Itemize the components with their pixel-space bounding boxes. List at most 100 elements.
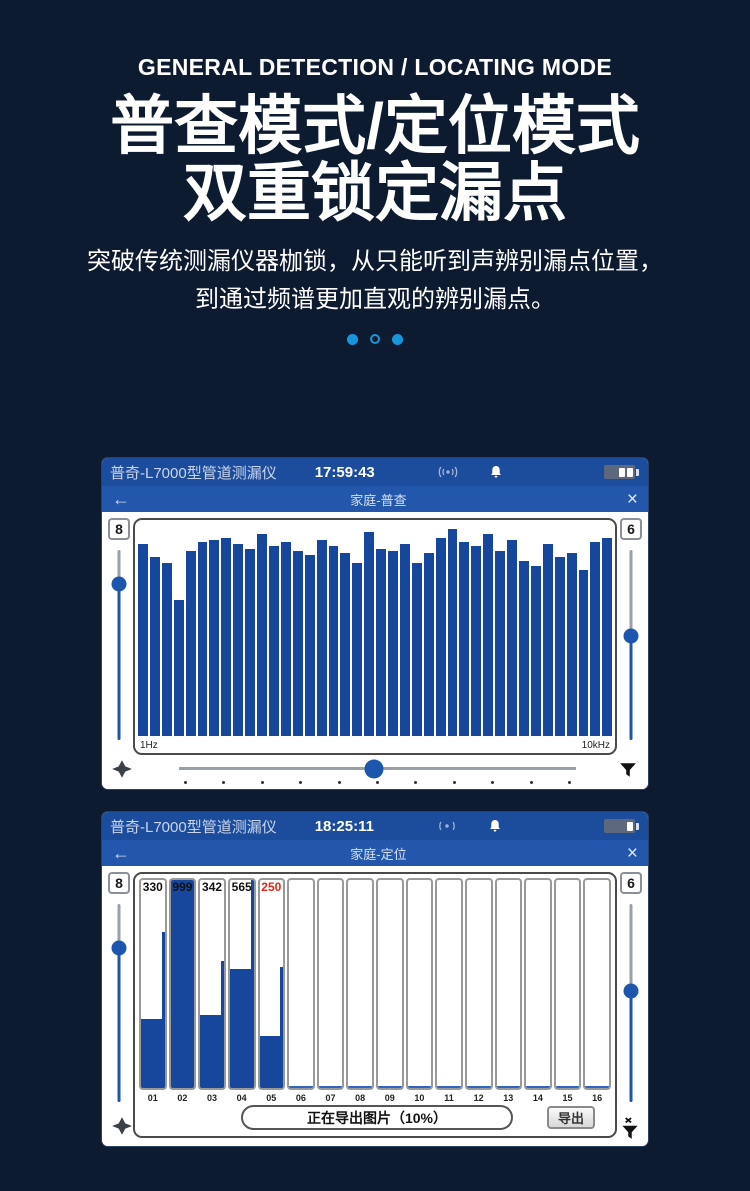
page-title-line1: 普查模式/定位模式 — [110, 90, 640, 162]
clock: 18:25:11 — [314, 817, 374, 835]
spectrum-bar — [316, 540, 327, 736]
band-fill — [170, 880, 195, 1088]
tick-dot — [299, 781, 303, 784]
spectrum-bar — [161, 563, 172, 736]
spectrum-bar — [471, 546, 482, 736]
spectrum-bar — [447, 529, 458, 736]
slider-thumb[interactable] — [111, 576, 127, 592]
right-volume-slider[interactable] — [623, 904, 639, 1102]
band-peak-line — [220, 961, 224, 1088]
slider-fill — [629, 991, 633, 1102]
band-label: 13 — [503, 1093, 514, 1103]
spectrum-bar — [364, 531, 375, 736]
spectrum-bar — [542, 544, 553, 736]
band-column — [494, 878, 523, 1090]
band-baseline — [289, 1086, 313, 1088]
move-icon[interactable] — [111, 758, 133, 780]
right-volume-slider[interactable] — [623, 550, 639, 740]
band-baseline — [407, 1086, 432, 1088]
band-label: 12 — [473, 1093, 484, 1103]
band-baseline — [585, 1086, 609, 1088]
band-column — [435, 878, 463, 1090]
close-icon[interactable]: × — [626, 488, 638, 510]
status-bar: 普奇-L7000型管道测漏仪 18:25:11 — [102, 812, 648, 840]
band-column: 250 — [257, 878, 286, 1090]
back-arrow-icon[interactable]: ← — [112, 843, 130, 863]
spectrum-bar — [292, 550, 303, 736]
spectrum-bar — [257, 533, 267, 736]
slider-thumb[interactable] — [623, 628, 639, 643]
carousel-dot[interactable] — [392, 333, 403, 345]
band-column — [346, 878, 374, 1090]
spectrum-bar — [209, 540, 220, 736]
band-column — [376, 878, 404, 1090]
slider-thumb[interactable] — [623, 983, 639, 999]
spectrum-bar — [590, 542, 601, 736]
spectrum-bar — [435, 537, 446, 736]
bell-icon — [488, 819, 502, 833]
band-label: 15 — [562, 1093, 573, 1103]
battery-segment — [627, 821, 633, 831]
filter-icon[interactable] — [619, 761, 637, 779]
battery-icon — [604, 819, 639, 833]
signal-icon — [436, 820, 458, 832]
band-column — [464, 878, 493, 1090]
spectrum-bar — [280, 542, 291, 736]
carousel-dot[interactable] — [347, 333, 358, 345]
band-baseline — [496, 1086, 521, 1088]
band-column — [524, 878, 552, 1090]
spectrum-bar — [149, 557, 160, 736]
page-title: 普查模式/定位模式 双重锁定漏点 — [0, 90, 750, 227]
slider-thumb[interactable] — [111, 940, 127, 956]
band-fill — [229, 969, 254, 1088]
band-column — [316, 878, 345, 1090]
tick-dot — [491, 781, 495, 784]
slider-thumb[interactable] — [364, 759, 384, 778]
band-label: 09 — [384, 1093, 395, 1103]
carousel-dots — [0, 333, 750, 345]
move-icon[interactable] — [111, 1115, 133, 1137]
band-column — [553, 878, 582, 1090]
carousel-dot[interactable] — [370, 333, 380, 344]
band-label: 02 — [177, 1093, 188, 1103]
right-gain-value: 6 — [620, 518, 642, 540]
frequency-range-slider[interactable] — [179, 759, 576, 778]
spectrum-bar — [233, 544, 244, 736]
back-arrow-icon[interactable]: ← — [112, 489, 130, 509]
spectrum-bar — [602, 537, 613, 736]
spectrum-bar — [185, 550, 196, 736]
band-label: 03 — [207, 1093, 218, 1103]
band-value: 330 — [142, 880, 163, 894]
spectrum-bar — [495, 550, 506, 736]
spectrum-bar — [221, 537, 232, 736]
spectrum-chart: 1Hz 10kHz — [133, 518, 617, 755]
spectrum-bar — [578, 569, 589, 736]
band-label: 04 — [236, 1093, 247, 1103]
device-screenshot-general: 普奇-L7000型管道测漏仪 17:59:43 ← 家庭-普查 × 8 6 — [102, 458, 648, 789]
battery-segment — [619, 467, 625, 477]
nav-title: 家庭-普查 — [350, 492, 407, 508]
export-row: 正在导出图片（10%） 导出 — [135, 1105, 615, 1131]
spectrum-bar — [304, 554, 315, 736]
device-title: 普奇-L7000型管道测漏仪 — [110, 464, 277, 482]
right-gain-value: 6 — [620, 872, 642, 894]
close-icon[interactable]: × — [626, 842, 638, 864]
export-button[interactable]: 导出 — [547, 1106, 595, 1129]
band-column: 342 — [198, 878, 226, 1090]
slider-tick-dots — [184, 781, 571, 784]
status-bar: 普奇-L7000型管道测漏仪 17:59:43 — [102, 458, 648, 486]
spectrum-bar — [138, 544, 148, 736]
band-baseline — [378, 1086, 402, 1088]
band-baseline — [318, 1086, 343, 1088]
left-volume-slider[interactable] — [111, 904, 127, 1102]
left-volume-slider[interactable] — [111, 550, 127, 740]
band-label: 07 — [325, 1093, 336, 1103]
band-chart: 330 999 342 565 250 01 02 03 04 05 06 07 08 09 10 11 12… — [133, 872, 617, 1138]
spectrum-bar — [530, 565, 541, 736]
filter-off-icon[interactable] — [621, 1117, 639, 1141]
signal-icon — [437, 466, 459, 478]
spectrum-bar — [554, 557, 565, 736]
tick-dot — [452, 781, 456, 784]
nav-title: 家庭-定位 — [350, 846, 407, 862]
band-label: 08 — [355, 1093, 366, 1103]
